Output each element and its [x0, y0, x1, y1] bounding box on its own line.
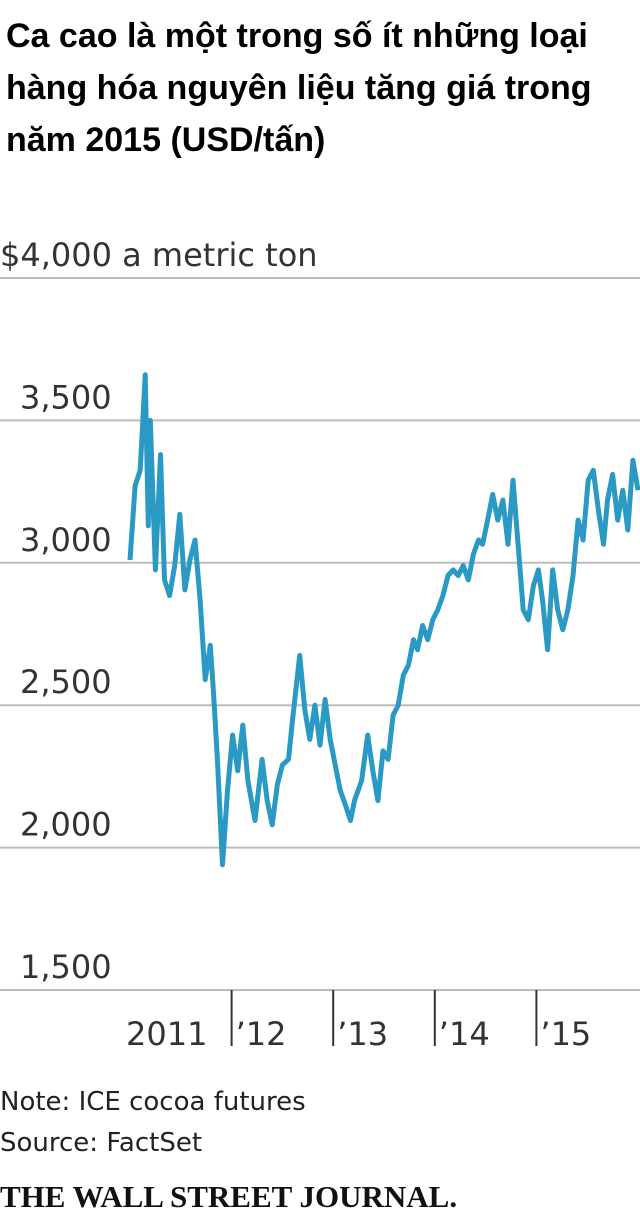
- y-tick-label: 1,500: [20, 948, 112, 986]
- y-tick-label: 3,500: [20, 378, 112, 416]
- x-tick-label: ’13: [337, 1015, 388, 1053]
- line: [127, 372, 640, 868]
- x-tick-label: ’14: [439, 1015, 490, 1053]
- credit: THE WALL STREET JOURNAL.: [0, 1179, 457, 1214]
- note: Note: ICE cocoa futures: [0, 1087, 306, 1117]
- x-tick-label: ’12: [236, 1015, 287, 1053]
- y-tick-label: 3,000: [20, 521, 112, 559]
- y-tick-label: 2,500: [20, 663, 112, 701]
- x-tick-label: ’15: [540, 1015, 591, 1053]
- y-tick-label: $4,000 a metric ton: [0, 236, 318, 274]
- x-tick-label: 2011: [126, 1015, 207, 1053]
- chart-title: Ca cao là một trong số ít những loại hàn…: [6, 17, 592, 159]
- source: Source: FactSet: [0, 1128, 202, 1158]
- y-tick-label: 2,000: [20, 806, 112, 844]
